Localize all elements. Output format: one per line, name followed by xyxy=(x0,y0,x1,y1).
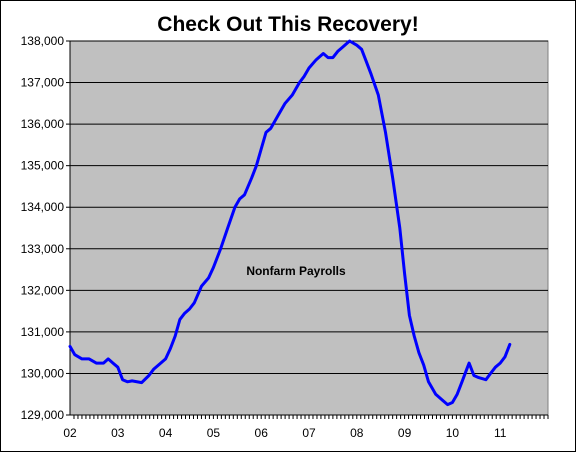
y-axis-ticks: 129,000 130,000 131,000 132,000 133,000 134,0… xyxy=(21,34,70,422)
x-axis-ticks: 02 03 04 05 06 07 08 09 10 11 xyxy=(63,415,549,440)
y-tick-label: 130,000 xyxy=(21,366,65,380)
x-tick-label: 04 xyxy=(159,426,173,440)
series-annotation: Nonfarm Payrolls xyxy=(246,264,346,278)
y-tick-label: 134,000 xyxy=(21,200,65,214)
chart-title: Check Out This Recovery! xyxy=(157,13,418,36)
y-tick-label: 135,000 xyxy=(21,159,65,173)
x-tick-label: 10 xyxy=(446,426,460,440)
y-tick-label: 131,000 xyxy=(21,325,65,339)
nonfarm-payrolls-line xyxy=(68,39,512,407)
plot-area xyxy=(69,40,549,416)
x-tick-label: 07 xyxy=(302,426,316,440)
x-tick-label: 06 xyxy=(255,426,269,440)
x-tick-label: 02 xyxy=(63,426,77,440)
x-tick-label: 08 xyxy=(350,426,364,440)
x-tick-label: 11 xyxy=(494,426,507,440)
x-tick-label: 09 xyxy=(398,426,412,440)
x-tick-label: 03 xyxy=(111,426,125,440)
y-tick-label: 137,000 xyxy=(21,76,65,90)
x-tick-label: 05 xyxy=(207,426,221,440)
y-tick-label: 133,000 xyxy=(21,242,65,256)
y-tick-label: 138,000 xyxy=(21,34,65,48)
y-tick-label: 136,000 xyxy=(21,117,65,131)
y-tick-label: 132,000 xyxy=(21,283,65,297)
y-tick-label: 129,000 xyxy=(21,408,65,422)
